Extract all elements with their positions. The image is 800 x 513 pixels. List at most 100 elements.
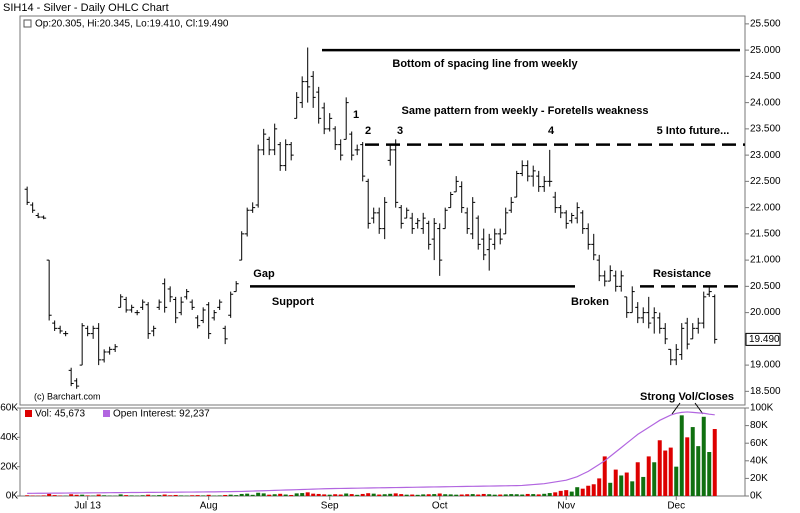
volume-bar: [487, 494, 492, 496]
annotation: Broken: [571, 296, 609, 308]
volume-bar: [630, 481, 635, 496]
volume-bar: [597, 478, 602, 496]
volume-bar: [690, 427, 695, 496]
legend-text: Vol: 45,673: [35, 409, 85, 420]
volume-bar: [404, 494, 409, 496]
x-tick-label: Jul 13: [74, 501, 101, 512]
volume-bar: [437, 493, 442, 496]
annotation: 3: [397, 125, 403, 137]
y-tick-label: 40K: [0, 432, 18, 443]
x-tick-label: Sep: [321, 501, 339, 512]
volume-bar: [267, 494, 272, 496]
volume-bar: [481, 493, 486, 496]
volume-panel: [19, 407, 746, 497]
volume-bar: [195, 495, 200, 496]
volume-bar: [712, 429, 717, 496]
volume-bar: [410, 494, 415, 496]
volume-bar: [118, 494, 123, 496]
volume-bar: [498, 494, 503, 496]
volume-bar: [459, 494, 464, 496]
volume-bar: [294, 493, 299, 496]
volume-bar: [261, 493, 266, 496]
volume-bar: [85, 495, 90, 496]
arrow-line: [671, 402, 681, 415]
volume-bar: [157, 495, 162, 496]
volume-bar: [646, 456, 651, 496]
volume-bar: [333, 494, 338, 496]
volume-bar: [624, 472, 629, 496]
volume-bar: [591, 484, 596, 496]
annotation: Strong Vol/Closes: [640, 391, 734, 403]
y-tick-label: 24.500: [750, 71, 781, 82]
volume-bar: [476, 494, 481, 496]
volume-bar: [674, 466, 679, 496]
y-tick-label: 20K: [0, 461, 18, 472]
volume-bar: [74, 494, 79, 496]
volume-bar: [679, 415, 684, 496]
volume-bar: [668, 447, 673, 496]
legend-text: Op:20.305, Hi:20.345, Lo:19.410, Cl:19.4…: [35, 19, 229, 30]
volume-bar: [311, 493, 316, 496]
volume-bar: [388, 493, 393, 496]
chart-title: SIH14 - Silver - Daily OHLC Chart: [3, 2, 169, 14]
volume-bar: [377, 494, 382, 496]
volume-bar: [239, 493, 244, 496]
y-tick-label: 60K: [750, 438, 768, 449]
volume-bar: [399, 494, 404, 496]
volume-bar: [564, 490, 569, 496]
volume-bar: [492, 494, 497, 496]
last-price-box: [745, 332, 781, 346]
y-tick-label: 22.500: [750, 176, 781, 187]
volume-bar: [586, 485, 591, 496]
volume-bar: [129, 495, 134, 496]
volume-bar: [151, 495, 156, 496]
y-tick-label: 20K: [750, 473, 768, 484]
volume-bar: [234, 495, 239, 496]
volume-bar: [421, 494, 426, 496]
volume-bar: [338, 494, 343, 496]
volume-bar: [652, 462, 657, 496]
volume-bar: [355, 494, 360, 496]
legend-text: Open Interest: 92,237: [113, 409, 210, 420]
volume-bar: [393, 493, 398, 496]
y-tick-label: 23.500: [750, 124, 781, 135]
volume-bar: [289, 494, 294, 496]
volume-bar: [608, 482, 613, 496]
volume-bar: [140, 495, 145, 496]
volume-bar: [371, 493, 376, 496]
legend-swatch: [25, 410, 32, 417]
annotation: Support: [272, 296, 314, 308]
y-tick-label: 0K: [750, 491, 763, 502]
volume-bar: [531, 494, 536, 496]
y-tick-label: 21.500: [750, 229, 781, 240]
volume-bar: [696, 446, 701, 496]
volume-bar: [102, 495, 107, 496]
x-tick-label: Aug: [200, 501, 218, 512]
volume-bar: [525, 493, 530, 496]
volume-bar: [52, 495, 57, 496]
x-tick-label: Oct: [432, 501, 448, 512]
x-tick-label: Nov: [557, 501, 575, 512]
volume-bar: [322, 494, 327, 496]
volume-bar: [542, 493, 547, 496]
volume-bar: [619, 475, 624, 496]
volume-bar: [553, 492, 558, 496]
volume-bar: [217, 495, 222, 496]
volume-bar: [124, 495, 129, 496]
volume-bar: [514, 494, 519, 496]
y-tick-label: 25.000: [750, 45, 781, 56]
volume-bar: [96, 494, 101, 496]
volume-bar: [146, 494, 151, 496]
volume-bar: [635, 462, 640, 496]
y-tick-label: 0K: [6, 491, 19, 502]
volume-bar: [47, 493, 52, 496]
volume-bar: [300, 493, 305, 496]
volume-bar: [569, 491, 574, 496]
volume-bar: [283, 494, 288, 496]
volume-bar: [432, 494, 437, 496]
volume-bar: [162, 494, 167, 496]
annotation: 4: [548, 125, 555, 137]
volume-bar: [509, 494, 514, 496]
volume-bar: [256, 492, 261, 496]
y-tick-label: 24.000: [750, 97, 781, 108]
